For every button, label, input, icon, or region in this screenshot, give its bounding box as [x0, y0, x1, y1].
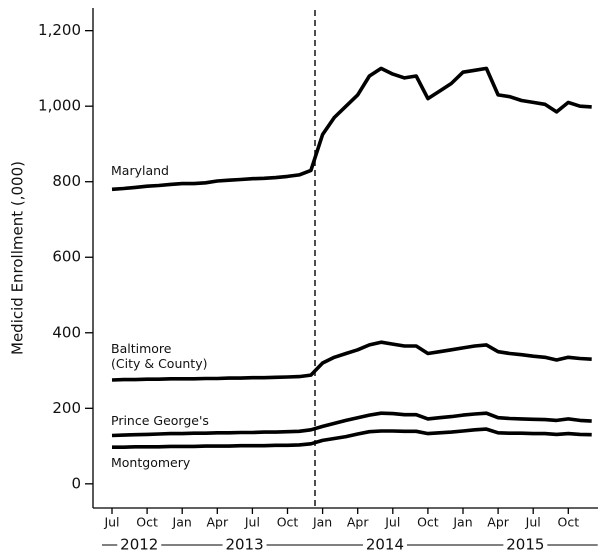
series-label: Montgomery [111, 454, 191, 470]
y-tick-label: 200 [52, 399, 81, 417]
y-axis-label: Medicid Enrollment (,000) [9, 161, 27, 355]
year-label: 2015 [506, 536, 544, 554]
y-tick-label: 800 [52, 172, 81, 190]
x-tick-label: Oct [277, 515, 299, 530]
x-tick-label: Jan [312, 515, 332, 530]
series-line [111, 340, 592, 382]
x-tick-label: Apr [347, 515, 369, 530]
x-tick-label: Apr [487, 515, 509, 530]
series-line [111, 411, 592, 438]
year-label: 2014 [366, 536, 404, 554]
x-tick-label: Oct [557, 515, 579, 530]
x-tick-label: Oct [417, 515, 439, 530]
series-line [111, 66, 592, 192]
x-tick-label: Jan [172, 515, 192, 530]
y-tick-label: 0 [71, 474, 81, 492]
year-label: 2012 [120, 536, 158, 554]
series-line [112, 427, 592, 449]
x-tick-label: Jul [525, 515, 541, 530]
y-tick-label: 1,000 [38, 97, 81, 115]
x-tick-label: Jul [103, 515, 119, 530]
x-tick-label: Jan [452, 515, 472, 530]
x-tick-label: Apr [206, 515, 228, 530]
x-tick-label: Jul [384, 515, 400, 530]
y-tick-label: 1,200 [38, 21, 81, 39]
x-tick-label: Jul [244, 515, 260, 530]
y-tick-label: 400 [52, 323, 81, 341]
y-tick-label: 600 [52, 248, 81, 266]
series-label: Prince George's [111, 412, 209, 428]
series-label: Maryland [111, 162, 169, 178]
year-label: 2013 [225, 536, 263, 554]
series-label: Baltimore (City & County) [111, 340, 208, 371]
x-tick-label: Oct [136, 515, 158, 530]
